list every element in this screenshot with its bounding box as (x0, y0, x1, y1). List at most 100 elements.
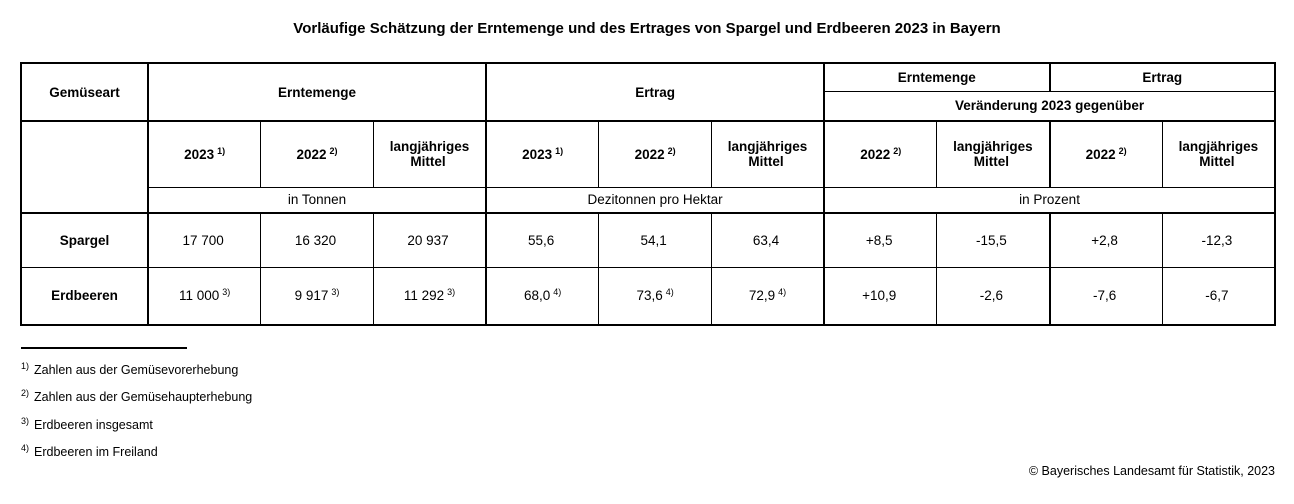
year-label: langjähriges Mittel (953, 139, 1033, 170)
data-cell: -15,5 (936, 212, 1050, 268)
year-header-cell: 2022 2) (260, 120, 374, 188)
footnote: 3) Erdbeeren insgesamt (21, 415, 153, 432)
unit-cell-tonnen: in Tonnen (146, 186, 487, 214)
cell-value: 11 292 (403, 288, 445, 304)
data-cell: 11 000 3) (147, 266, 262, 326)
cell-value: 72,9 (748, 288, 776, 304)
footnote-marker: 4) (778, 287, 787, 298)
cell-value: 55,6 (528, 232, 555, 248)
data-cell: +8,5 (823, 212, 938, 268)
year-label: 2022 (1085, 146, 1116, 162)
data-cell: 11 292 3) (372, 266, 487, 326)
data-cell: -2,6 (936, 266, 1050, 326)
year-header-cell: langjähriges Mittel (936, 120, 1050, 188)
year-label: langjähriges Mittel (1178, 139, 1259, 170)
row-label: Spargel (20, 212, 149, 268)
cell-value: 11 000 (178, 288, 220, 304)
data-cell: 54,1 (598, 212, 712, 268)
year-header-cell: langjähriges Mittel (372, 120, 487, 188)
footnote-marker: 3) (222, 287, 231, 298)
cell-value: -15,5 (976, 232, 1007, 248)
header-group-erntemenge: Erntemenge (146, 62, 487, 122)
unit-cell-prozent: in Prozent (823, 186, 1276, 214)
year-label: 2023 (184, 146, 215, 162)
cell-value: 54,1 (640, 232, 667, 248)
cell-value: 63,4 (752, 232, 780, 248)
header-change-erntemenge: Erntemenge (823, 62, 1051, 92)
page-title: Vorläufige Schätzung der Erntemenge und … (293, 20, 1001, 37)
footnote-text: Zahlen aus der Gemüsevorerhebung (34, 362, 239, 377)
cell-value: 16 320 (294, 232, 337, 248)
data-cell: 9 917 3) (260, 266, 374, 326)
footnote-marker: 2) (893, 145, 902, 156)
year-header-cell: 2022 2) (1048, 120, 1163, 188)
footnote-text: Zahlen aus der Gemüsehaupterhebung (34, 390, 253, 405)
data-cell: 16 320 (260, 212, 374, 268)
footnote: 4) Erdbeeren im Freiland (21, 443, 158, 460)
year-header-cell: 2023 1) (147, 120, 262, 188)
data-cell: -7,6 (1048, 266, 1163, 326)
header-gemueseart: Gemüseart (20, 62, 149, 122)
header-group-ertrag: Ertrag (485, 62, 825, 122)
cell-value: +2,8 (1091, 232, 1118, 248)
year-header-cell: langjähriges Mittel (710, 120, 825, 188)
row-label: Erdbeeren (20, 266, 149, 326)
cell-value: 9 917 (294, 288, 329, 304)
data-cell: 63,4 (710, 212, 825, 268)
footnote-marker: 1) (217, 145, 226, 156)
table-row-spargel: Spargel 17 700 16 320 20 937 55,6 54,1 6… (20, 212, 1276, 268)
footnote-marker: 3) (447, 287, 456, 298)
data-cell: 73,6 4) (598, 266, 712, 326)
footnote-text: Erdbeeren insgesamt (34, 417, 153, 432)
data-cell: +10,9 (823, 266, 938, 326)
data-cell: +2,8 (1048, 212, 1163, 268)
footnote-marker: 4) (665, 287, 674, 298)
harvest-table: Gemüseart Erntemenge Ertrag Erntemenge E… (20, 62, 1276, 326)
footnote: 2) Zahlen aus der Gemüsehaupterhebung (21, 388, 253, 405)
footnote: 1) Zahlen aus der Gemüsevorerhebung (21, 360, 239, 377)
footnote-marker: 3) (331, 287, 340, 298)
footnote-separator-line (21, 347, 187, 349)
year-header-cell: 2022 2) (823, 120, 938, 188)
copyright-notice: © Bayerisches Landesamt für Statistik, 2… (1028, 464, 1275, 478)
footnote-marker: 2) (329, 145, 338, 156)
year-header-cell: 2023 1) (485, 120, 600, 188)
data-cell: 20 937 (372, 212, 487, 268)
footnote-marker: 4) (553, 287, 562, 298)
year-header-cell: langjähriges Mittel (1161, 120, 1276, 188)
cell-value: -12,3 (1201, 232, 1233, 248)
year-label: 2022 (634, 146, 665, 162)
header-change-label: Veränderung 2023 gegenüber (823, 90, 1276, 122)
footnotes-block: 1) Zahlen aus der Gemüsevorerhebung 2) Zah… (21, 347, 252, 466)
cell-value: 68,0 (524, 288, 551, 304)
cell-value: 17 700 (182, 232, 224, 248)
data-cell: 55,6 (485, 212, 600, 268)
data-cell: 72,9 4) (710, 266, 825, 326)
data-cell: 68,0 4) (485, 266, 600, 326)
footnote-text: Erdbeeren im Freiland (34, 445, 158, 460)
cell-value: +10,9 (862, 288, 897, 304)
footnote-marker: 2) (1118, 145, 1127, 156)
year-label: 2022 (860, 146, 891, 162)
year-label: 2023 (522, 146, 553, 162)
cell-value: -6,7 (1205, 288, 1229, 304)
data-cell: -6,7 (1161, 266, 1276, 326)
header-change-ertrag: Ertrag (1048, 62, 1276, 92)
footnote-marker: 2) (667, 145, 676, 156)
footnote-marker: 1) (555, 145, 564, 156)
empty-corner-cell (20, 120, 149, 214)
unit-cell-dezitonnen: Dezitonnen pro Hektar (485, 186, 825, 214)
cell-value: 20 937 (407, 232, 449, 248)
year-label: langjähriges Mittel (727, 139, 808, 170)
year-label: 2022 (296, 146, 327, 162)
table-row-erdbeeren: Erdbeeren 11 000 3) 9 917 3) 11 292 3) 68,0… (20, 266, 1276, 326)
data-cell: 17 700 (147, 212, 262, 268)
cell-value: +8,5 (865, 232, 893, 248)
cell-value: -2,6 (979, 288, 1004, 304)
cell-value: 73,6 (636, 288, 663, 304)
data-cell: -12,3 (1161, 212, 1276, 268)
year-header-cell: 2022 2) (598, 120, 712, 188)
year-label: langjähriges Mittel (389, 139, 470, 170)
cell-value: -7,6 (1092, 288, 1117, 304)
